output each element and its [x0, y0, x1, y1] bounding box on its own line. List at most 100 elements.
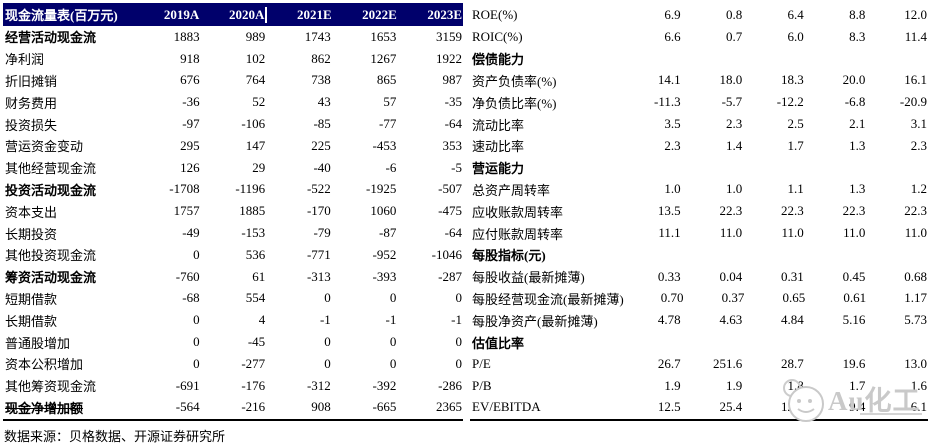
cell-value: -1	[451, 312, 462, 328]
row-label: 每股指标(元)	[472, 248, 546, 264]
cell-value: 2.3	[725, 116, 743, 132]
cell-value: 3.5	[664, 116, 681, 132]
ratio-row: ROE(%) 6.9 0.8 6.4 8.8 12.0	[470, 3, 928, 26]
cell-value: 1.7	[849, 377, 866, 393]
cell-value: -522	[306, 181, 331, 197]
column-header-2021E: 2021E	[265, 6, 332, 23]
cell-value: 6.9	[664, 6, 681, 22]
cell-value: 26.7	[657, 355, 681, 371]
cell-value: -6	[385, 159, 397, 175]
cell-value: -564	[175, 399, 200, 415]
row-label: ROE(%)	[472, 6, 518, 22]
cell-value: 908	[311, 399, 331, 415]
cell-value: 5.73	[904, 312, 927, 328]
cell-value: -507	[438, 181, 462, 197]
cash-flow-row: 折旧摊销 676 764 738 865 987	[3, 70, 463, 92]
row-label: 估值比率	[472, 335, 525, 351]
cell-value: 0	[324, 355, 331, 371]
cell-value: 918	[180, 50, 200, 66]
cell-value: 1.7	[787, 137, 804, 153]
ratio-row: 每股指标(元)	[470, 244, 928, 266]
cell-value: -393	[372, 268, 397, 284]
cell-value: 0	[193, 312, 200, 328]
cell-value: -12.2	[776, 94, 804, 110]
row-label: 净负债比率(%)	[472, 95, 557, 111]
row-label: 经营活动现金流	[5, 30, 97, 46]
cell-value: 3159	[435, 28, 462, 44]
cash-flow-row: 资本公积增加 0 -277 0 0 0	[3, 353, 463, 375]
cell-value: 865	[376, 72, 397, 88]
row-label: 资本公积增加	[5, 357, 84, 373]
row-label: 其他经营现金流	[5, 161, 97, 177]
cell-value: 57	[383, 94, 397, 110]
cell-value: 22.3	[904, 203, 927, 219]
cell-value: 11.0	[781, 225, 804, 241]
cash-flow-table-title: 现金流量表(百万元)	[5, 8, 118, 23]
cell-value: -35	[444, 94, 462, 110]
cell-value: 0.65	[782, 290, 806, 306]
row-label: 净利润	[5, 52, 45, 68]
cell-value: -79	[313, 225, 331, 241]
cell-value: -1708	[169, 181, 200, 197]
cash-flow-row: 长期投资 -49 -153 -79 -87 -64	[3, 222, 463, 244]
cell-value: 1.17	[904, 290, 927, 306]
cell-value: 11.1	[658, 225, 681, 241]
cell-value: -1	[319, 312, 331, 328]
cell-value: -49	[182, 225, 200, 241]
cash-flow-row: 现金净增加额 -564 -216 908 -665 2365	[3, 397, 463, 419]
cell-value: 4	[258, 312, 266, 328]
ratio-row: 营运能力	[470, 157, 928, 179]
cell-value: 1653	[370, 28, 397, 44]
cell-value: 1883	[173, 28, 200, 44]
cell-value: 0	[389, 334, 397, 350]
cell-value: 20.0	[842, 72, 866, 88]
financial-ratios-table: ROE(%) 6.9 0.8 6.4 8.8 12.0 ROIC(%) 6.6 0.7 6.0 8.…	[470, 3, 928, 422]
cell-value: 1.1	[787, 181, 804, 197]
cell-value: 987	[442, 72, 462, 88]
cell-value: -1	[385, 312, 397, 328]
row-label: 流动比率	[472, 117, 525, 133]
cell-value: 1.3	[849, 137, 866, 153]
cell-value: 13.5	[657, 203, 681, 219]
row-label: 折旧摊销	[5, 73, 58, 89]
cash-flow-row: 其他经营现金流 126 29 -40 -6 -5	[3, 157, 463, 179]
cell-value: 6.4	[787, 6, 804, 22]
row-label: 应付账款周转率	[472, 226, 564, 242]
cell-value: -5.7	[721, 94, 743, 110]
cell-value: 0	[389, 290, 397, 306]
column-header-2019A: 2019A	[163, 6, 200, 22]
cell-value: 1.9	[664, 377, 681, 393]
cell-value: 554	[245, 290, 266, 306]
row-label: 其他筹资现金流	[5, 379, 97, 395]
cell-value: 0.70	[660, 290, 684, 306]
cell-value: 4.84	[781, 312, 804, 328]
cell-value: 8.3	[849, 28, 866, 44]
cell-value: 0	[389, 355, 397, 371]
row-label: 速动比率	[472, 139, 525, 155]
ratio-row: P/E 26.7 251.6 28.7 19.6 13.0	[470, 353, 928, 375]
cell-value: -5	[451, 159, 462, 175]
cell-value: -392	[372, 377, 397, 393]
cell-value: -313	[306, 268, 331, 284]
data-source-note: 数据来源：贝格数据、开源证券研究所	[4, 429, 226, 445]
cell-value: -106	[241, 116, 266, 132]
row-label: 资本支出	[5, 204, 58, 220]
row-label: 投资活动现金流	[5, 182, 97, 198]
table-bottom-rule	[3, 419, 463, 422]
cell-value: 12.5	[657, 399, 681, 415]
cell-value: -952	[372, 246, 397, 262]
cell-value: -1925	[366, 181, 397, 197]
cell-value: 676	[180, 72, 200, 88]
cell-value: 52	[252, 94, 266, 110]
ratio-row: 应收账款周转率 13.5 22.3 22.3 22.3 22.3	[470, 200, 928, 222]
cell-value: 0	[324, 334, 331, 350]
cell-value: -97	[182, 116, 200, 132]
cell-value: 536	[245, 246, 266, 262]
ratio-row: 总资产周转率 1.0 1.0 1.1 1.3 1.2	[470, 179, 928, 201]
ratio-row: P/B 1.9 1.9 1.8 1.7 1.6	[470, 375, 928, 397]
row-label: 投资损失	[5, 117, 58, 133]
ratio-row: 资产负债率(%) 14.1 18.0 18.3 20.0 16.1	[470, 70, 928, 92]
cell-value: -170	[306, 203, 331, 219]
row-label: 应收账款周转率	[472, 204, 564, 220]
cell-value: 12.2	[781, 399, 804, 415]
